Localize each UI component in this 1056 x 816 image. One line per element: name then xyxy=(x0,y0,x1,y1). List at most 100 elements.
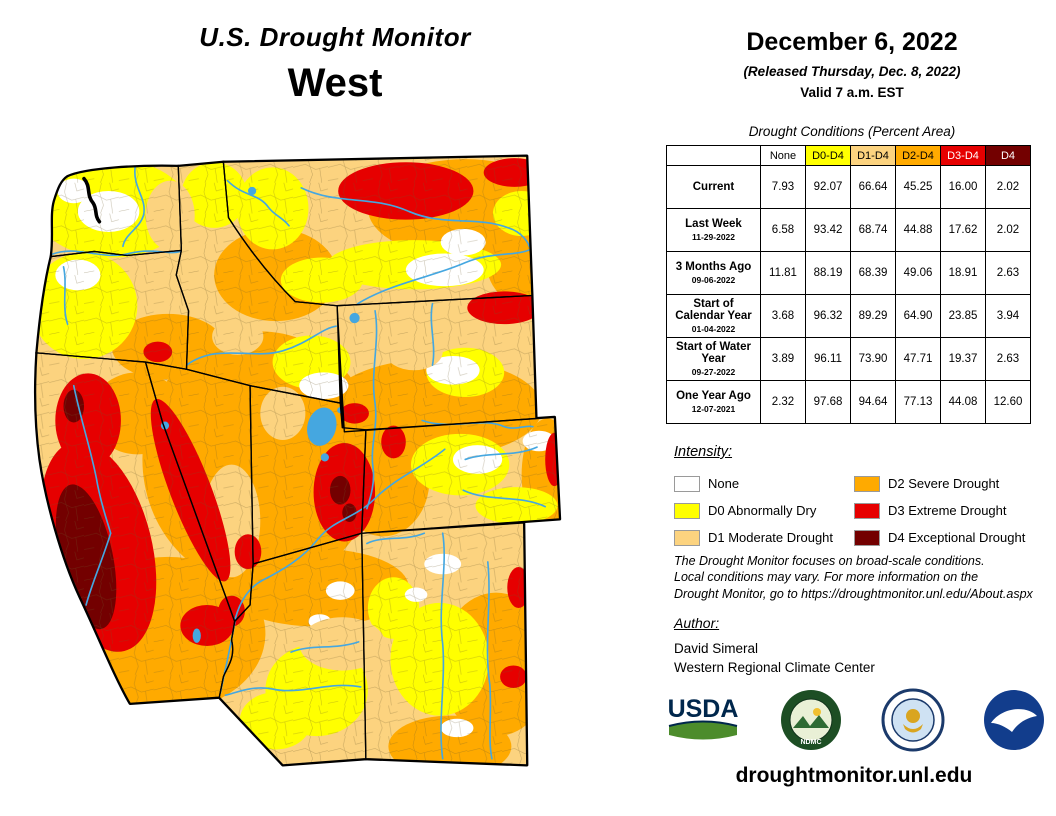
value-cell: 3.89 xyxy=(760,337,806,381)
row-label: Start of Water Year 09-27-2022 xyxy=(666,337,761,381)
noaa-logo xyxy=(982,688,1046,752)
drought-map-svg xyxy=(33,154,562,767)
county-lines xyxy=(35,156,560,765)
table-caption: Drought Conditions (Percent Area) xyxy=(748,124,956,139)
value-cell: 7.93 xyxy=(760,165,806,209)
column-header-d1-d4: D1-D4 xyxy=(850,145,896,166)
value-cell: 17.62 xyxy=(940,208,986,252)
value-cell: 68.74 xyxy=(850,208,896,252)
intensity-legend: Intensity: None D0 Abnormally Dry D1 Moder… xyxy=(674,444,1050,551)
legend-items: None D0 Abnormally Dry D1 Moderate Drought… xyxy=(674,470,1050,551)
ndmc-sun-icon xyxy=(813,708,822,716)
valid-time: Valid 7 a.m. EST xyxy=(800,85,904,100)
value-cell: 18.91 xyxy=(940,251,986,295)
legend-item-d1: D1 Moderate Drought xyxy=(674,524,854,551)
author-name: David Simeral xyxy=(674,641,759,656)
legend-swatch-d0 xyxy=(674,502,700,519)
legend-item-d0: D0 Abnormally Dry xyxy=(674,497,854,524)
row-label: 3 Months Ago 09-06-2022 xyxy=(666,251,761,295)
value-cell: 6.58 xyxy=(760,208,806,252)
title-block: U.S. Drought Monitor West xyxy=(130,22,540,106)
value-cell: 2.02 xyxy=(985,208,1031,252)
value-cell: 3.68 xyxy=(760,294,806,338)
value-cell: 2.02 xyxy=(985,165,1031,209)
drought-zones xyxy=(35,156,560,765)
column-header-d3-d4: D3-D4 xyxy=(940,145,986,166)
report-date: December 6, 2022 xyxy=(746,28,958,56)
value-cell: 45.25 xyxy=(895,165,941,209)
legend-heading: Intensity: xyxy=(674,444,733,460)
legend-swatch-d4 xyxy=(854,529,880,546)
legend-item-d4: D4 Exceptional Drought xyxy=(854,524,1050,551)
yellowstone-lake xyxy=(349,312,360,324)
value-cell: 64.90 xyxy=(895,294,941,338)
row-date: 09-06-2022 xyxy=(691,275,736,285)
row-label: Start of Calendar Year 01-04-2022 xyxy=(666,294,761,338)
value-cell: 68.39 xyxy=(850,251,896,295)
legend-swatch-d2 xyxy=(854,475,880,492)
value-cell: 49.06 xyxy=(895,251,941,295)
author-heading: Author: xyxy=(674,615,720,631)
usda-logo-text: USDA xyxy=(668,695,739,723)
legend-swatch-d3 xyxy=(854,502,880,519)
legend-swatch-none xyxy=(674,475,700,492)
value-cell: 44.88 xyxy=(895,208,941,252)
table-row: Last Week 11-29-2022 6.58 93.42 68.74 44.88 17… xyxy=(666,208,1031,252)
region-title: West xyxy=(287,61,383,105)
legend-label: D2 Severe Drought xyxy=(888,476,1000,491)
site-url: droughtmonitor.unl.edu xyxy=(735,764,973,787)
disclaimer-text: The Drought Monitor focuses on broad-sca… xyxy=(674,554,1033,601)
value-cell: 3.94 xyxy=(985,294,1031,338)
table-row: Start of Calendar Year 01-04-2022 3.68 96.3… xyxy=(666,294,1031,338)
value-cell: 12.60 xyxy=(985,380,1031,424)
legend-label: D0 Abnormally Dry xyxy=(708,503,817,518)
value-cell: 73.90 xyxy=(850,337,896,381)
value-cell: 2.32 xyxy=(760,380,806,424)
release-date: (Released Thursday, Dec. 8, 2022) xyxy=(743,64,961,79)
row-date: 09-27-2022 xyxy=(691,367,736,377)
table-row: One Year Ago 12-07-2021 2.32 97.68 94.64 77.1… xyxy=(666,380,1031,424)
value-cell: 44.08 xyxy=(940,380,986,424)
value-cell: 89.29 xyxy=(850,294,896,338)
usda-logo-graphic: USDA xyxy=(668,695,739,740)
legend-label: D1 Moderate Drought xyxy=(708,530,834,545)
value-cell: 19.37 xyxy=(940,337,986,381)
commerce-banner-icon xyxy=(902,724,923,733)
legend-label: None xyxy=(708,476,740,491)
ndmc-inner xyxy=(789,698,833,742)
value-cell: 97.68 xyxy=(805,380,851,424)
row-date: 11-29-2022 xyxy=(691,232,735,242)
row-label: One Year Ago 12-07-2021 xyxy=(666,380,761,424)
commerce-seal-logo xyxy=(881,688,945,752)
noaa-logo-graphic xyxy=(983,690,1044,750)
ndmc-mountains-icon xyxy=(793,715,830,728)
ndmc-logo-text: NDMC xyxy=(801,739,822,746)
table-corner-cell xyxy=(666,145,761,166)
commerce-seal-graphic xyxy=(881,688,945,752)
ndmc-logo-graphic: NDMC xyxy=(781,690,842,750)
value-cell: 77.13 xyxy=(895,380,941,424)
value-cell: 47.71 xyxy=(895,337,941,381)
usda-swoosh-line xyxy=(668,720,738,727)
value-cell: 96.11 xyxy=(805,337,851,381)
puget-sound xyxy=(82,176,102,224)
column-header-d2-d4: D2-D4 xyxy=(895,145,941,166)
value-cell: 94.64 xyxy=(850,380,896,424)
drought-table: None D0-D4 D1-D4 D2-D4 D3-D4 D4 Current 7.93 92.… xyxy=(666,145,1031,424)
great-salt-lake xyxy=(307,407,337,446)
drought-map xyxy=(14,152,648,812)
author-block: Author: David Simeral Western Regional C… xyxy=(674,615,875,675)
value-cell: 93.42 xyxy=(805,208,851,252)
usda-logo: USDA xyxy=(664,691,742,749)
logo-row: USDA NDMC xyxy=(664,688,1046,752)
ndmc-logo: NDMC xyxy=(779,688,843,752)
row-label: Current xyxy=(666,165,761,209)
column-header-d4: D4 xyxy=(985,145,1031,166)
value-cell: 2.63 xyxy=(985,251,1031,295)
table-row: Start of Water Year 09-27-2022 3.89 96.11 73… xyxy=(666,337,1031,381)
usda-swoosh-icon xyxy=(669,721,737,740)
legend-item-d2: D2 Severe Drought xyxy=(854,470,1050,497)
noaa-bird-icon xyxy=(990,709,1037,732)
legend-label: D4 Exceptional Drought xyxy=(888,530,1026,545)
legend-item-none: None xyxy=(674,470,854,497)
